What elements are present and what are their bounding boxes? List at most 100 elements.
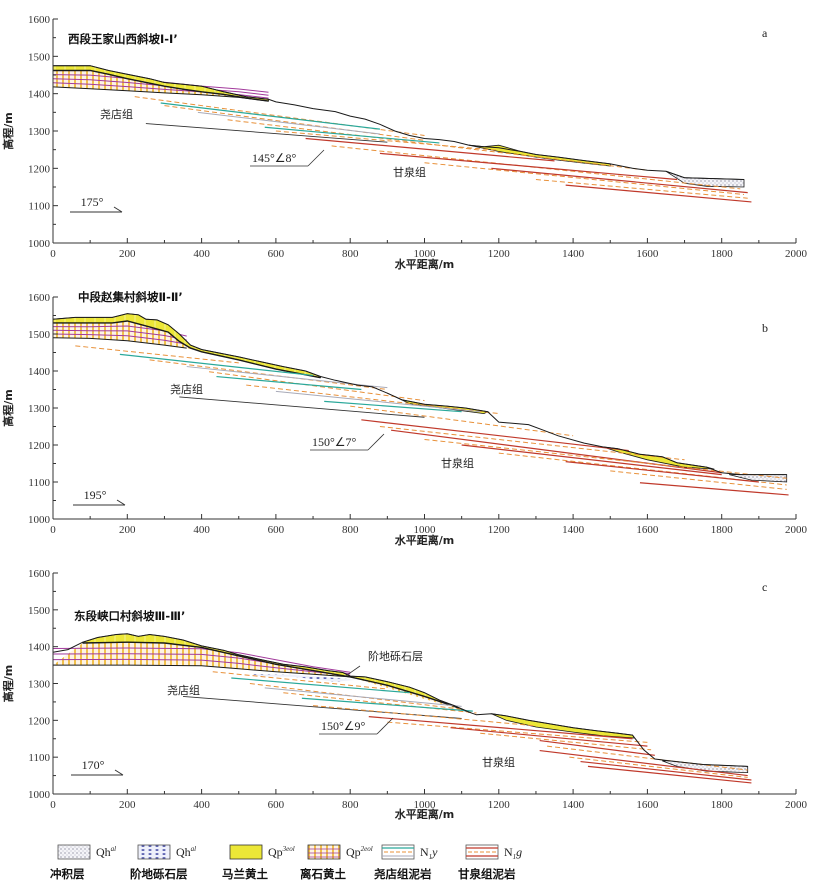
legend-item-yaodian_mudstone: N1y 尧店组泥岩 [374,844,438,881]
arrowhead-icon [113,206,123,213]
malan-base-line [53,69,269,102]
y-tick-label: 1600 [28,14,51,26]
mudstone-dash-line [379,426,685,461]
legend-item-terrace_gravel: Qhal 阶地砾石层 [130,844,196,881]
x-tick-label: 0 [50,524,56,536]
ganquan-bed-line [368,716,633,740]
mudstone-dash-line [535,179,748,199]
slope-direction-label: 195° [84,488,107,502]
mudstone-dash-line [283,692,477,714]
legend-name: 尧店组泥岩 [374,867,432,881]
panel-a: 0 200 400 600 800 1000 1200 1400 1600 1800 2000 100… [1,14,808,271]
ganquan-formation-label: 甘泉组 [393,165,426,179]
yaodian-grey-line [197,111,380,135]
mudstone-dash-line [208,371,425,402]
x-tick-label: 800 [342,524,359,536]
x-tick-label: 0 [50,799,56,811]
panel-letter: a [762,26,768,40]
lishi-base-line [53,664,351,678]
y-axis-title: 高程/m [1,665,15,702]
y-tick-label: 1600 [28,568,51,580]
yaodian-bed-line [216,375,362,391]
x-tick-label: 0 [50,248,56,260]
x-tick-label: 200 [119,248,136,260]
x-axis-title: 水平距离/m [395,533,454,547]
legend-symbol-sub: 1 [513,853,517,861]
legend-symbol-sup: al [111,845,117,853]
y-tick-label: 1000 [28,514,51,526]
ground-surface-line [53,65,745,180]
y-axis-title: 高程/m [1,389,15,426]
x-tick-label: 1800 [711,524,734,536]
legend-symbol: Qhal [176,845,196,859]
ganquan-bed-line [461,444,722,476]
ganquan-bed-line [450,727,648,747]
y-tick-label: 1100 [28,201,50,213]
legend-symbol: Qp3eol [268,845,295,859]
formation-boundary-line [179,396,425,418]
yaodian-bed-line [119,353,314,377]
attitude-dip-tick [376,717,394,735]
ganquan-bed-line [379,152,678,181]
x-tick-label: 600 [268,248,285,260]
y-tick-label: 1400 [28,642,51,654]
legend-symbol-main: N [420,845,429,859]
legend-symbol-suffix: y [431,845,438,859]
x-tick-label: 200 [119,799,136,811]
ground-surface-line [52,633,748,767]
legend-symbol-sup: al [191,845,197,853]
legend-name: 阶地砾石层 [130,867,188,881]
panel-letter: c [762,580,767,594]
legend-symbol-sub: 1 [429,853,433,861]
ganquan-bed-line [587,765,752,784]
lishi-stripe [52,658,351,676]
y-tick-label: 1500 [28,605,51,617]
mudstone-dash-line [75,345,239,364]
yaodian-bed-line [231,677,410,694]
mudstone-dash-line [331,145,741,190]
legend-symbol: N1y [420,845,438,861]
alluvium-layer [729,474,788,483]
legend-symbol-main: N [504,845,513,859]
ganquan-bed-line [491,167,748,194]
mudstone-dash-line [313,705,536,727]
mudstone-dash-line [480,732,652,751]
x-tick-label: 1600 [636,799,659,811]
panel-title: 西段王家山西斜坡I-I’ [68,32,178,46]
y-tick-label: 1000 [28,789,51,801]
mudstone-dash-line [569,756,748,778]
lishi-base-line [52,337,187,349]
x-axis-title: 水平距离/m [395,257,454,271]
y-tick-label: 1000 [28,238,51,250]
legend-symbol-sup: 2eol [361,845,373,853]
ganquan-bed-line [580,760,752,781]
y-tick-label: 1600 [28,292,51,304]
mudstone-dash-line [275,130,499,151]
legend-symbol: Qhal [96,845,116,859]
x-tick-label: 1600 [636,524,659,536]
x-tick-label: 400 [193,799,210,811]
y-tick-label: 1500 [28,51,51,63]
terrace-gravel-label: 阶地砾石层 [368,649,423,663]
x-tick-label: 600 [268,799,285,811]
panel-letter: b [762,321,768,335]
yaodian-formation-label: 尧店组 [170,382,203,396]
legend: Qhal冲积层Qhal阶地砾石层Qp3eol马兰黄土Qp2eol离石黄土N1y尧… [50,844,522,881]
lishi-stripe [52,647,351,673]
mudstone-dash-line [610,470,787,490]
x-tick-label: 1000 [414,524,437,536]
x-tick-label: 2000 [785,248,808,260]
legend-symbol-suffix: g [516,845,522,859]
legend-name: 马兰黄土 [222,867,268,881]
y-tick-label: 1300 [28,126,51,138]
terrace-gravel-layer [253,674,358,682]
lishi-stripe [52,333,187,345]
x-tick-label: 2000 [785,524,808,536]
malan-base-line [53,320,321,379]
legend-symbol-main: Qp [346,845,361,859]
lishi-stripe [52,329,187,341]
y-tick-label: 1400 [28,89,51,101]
bedding-attitude-label: 150°∠7° [312,435,357,449]
